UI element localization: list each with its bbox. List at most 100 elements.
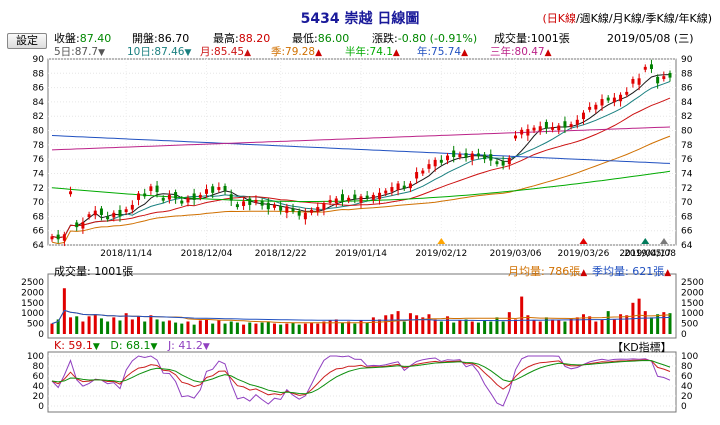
candle-body (81, 222, 85, 229)
volume-bar (483, 320, 487, 334)
volume-bar (353, 323, 357, 334)
volume-bar (229, 321, 233, 334)
volume-bar (446, 316, 450, 334)
volume-tick-left: 500 (27, 320, 44, 330)
kd-tick-right: 60 (681, 372, 693, 382)
settings-button[interactable]: 設定 (7, 33, 47, 49)
event-marker-icon (641, 238, 650, 244)
candle-body (507, 157, 511, 165)
change-value: -0.80 (-0.91%) (397, 32, 478, 45)
price-tick-left: 72 (33, 184, 44, 194)
volume-bar (328, 320, 332, 334)
candle-body (408, 183, 412, 189)
candle-body (248, 198, 252, 205)
price-tick-right: 66 (681, 227, 693, 237)
low-row: 最低:86.00 (292, 30, 349, 46)
kd-tick-left: 60 (33, 372, 45, 382)
ma20-row: 月:85.45▲ (200, 44, 251, 59)
candle-body (322, 203, 326, 210)
volume-bar (378, 319, 382, 334)
price-tick-left: 74 (33, 169, 45, 179)
low-label: 最低: (292, 32, 318, 45)
candle-body (167, 194, 171, 200)
volume-bar (316, 323, 320, 334)
axes: 64 64 66 66 68 68 70 70 72 72 74 74 76 76 78 78 80 80 82 82… (21, 55, 704, 412)
price-tick-right: 82 (681, 112, 692, 122)
link-weekly[interactable]: 週K線 (579, 12, 609, 25)
event-marker-icon (579, 238, 588, 244)
volume-bar (297, 324, 301, 334)
volume-bar (588, 316, 592, 334)
volume-bar (507, 312, 511, 334)
x-tick-label: 2018/12/04 (181, 249, 233, 259)
d-line (51, 359, 671, 395)
candle-body (600, 99, 604, 106)
ma120-label: 半年:74.1 (345, 46, 393, 58)
kd-tick-left: 0 (38, 402, 44, 412)
candle-body (87, 214, 91, 218)
price-tick-right: 88 (681, 69, 693, 79)
kd-tick-left: 80 (33, 362, 45, 372)
candle-body (155, 185, 159, 193)
candle-body (433, 159, 437, 167)
candle-body (470, 153, 474, 160)
volume-bar (279, 324, 283, 334)
volume-bar (180, 323, 184, 334)
candle-body (217, 187, 221, 190)
volume-bar (551, 319, 555, 334)
down-arrow-icon: ▼ (202, 342, 210, 352)
candle-body (378, 192, 382, 200)
volume-bar (310, 322, 314, 334)
price-tick-left: 90 (33, 55, 45, 65)
candle-body (328, 199, 332, 203)
ma20-label: 月:85.45 (200, 46, 245, 58)
candle-body (303, 212, 307, 220)
down-arrow-icon: ▼ (98, 48, 106, 58)
candle-body (254, 199, 258, 203)
volume-bar (489, 321, 493, 334)
link-year[interactable]: 年K線) (678, 12, 712, 25)
volume-bar (520, 296, 524, 334)
volume-bar (266, 321, 270, 334)
candle-body (161, 197, 165, 201)
volume-bar (291, 322, 295, 334)
candle-body (285, 206, 289, 213)
volume-bar (149, 315, 153, 334)
candle-body (569, 124, 573, 127)
volume-bar (106, 321, 110, 334)
candle-body (396, 183, 400, 190)
volume-bar (625, 315, 629, 334)
up-arrow-icon: ▲ (580, 268, 588, 278)
volume-bar (594, 321, 598, 334)
volume-bar (458, 320, 462, 334)
volume-bar (532, 320, 536, 334)
ma720-label: 三年:80.47 (490, 46, 545, 58)
up-arrow-icon: ▲ (244, 48, 252, 58)
candle-body (99, 208, 103, 215)
candle-body (186, 197, 190, 203)
volume-tick-left: 0 (38, 330, 44, 340)
candle-body (69, 191, 73, 195)
link-monthly[interactable]: 月K線 (612, 12, 642, 25)
candle-body (575, 119, 579, 125)
volume-bar (124, 313, 128, 334)
volume-bar (167, 320, 171, 334)
candle-body (476, 153, 480, 157)
volume-bar (408, 313, 412, 334)
candle-body (174, 192, 178, 199)
candle-body (353, 194, 357, 200)
volume-bar (656, 314, 660, 334)
x-tick-label: 2018/12/22 (255, 249, 307, 259)
candle-body (662, 76, 666, 80)
volume-bar (452, 322, 456, 334)
candle-body (612, 97, 616, 103)
quote-row: 收盤:87.40 (54, 30, 111, 46)
price-tick-left: 84 (33, 98, 45, 108)
candle-body (520, 129, 524, 135)
price-tick-right: 80 (681, 127, 693, 137)
panel-frame (47, 273, 677, 339)
link-season[interactable]: 季K線 (645, 12, 675, 25)
up-arrow-icon: ▲ (461, 48, 469, 58)
link-daily[interactable]: (日K線 (542, 12, 576, 25)
candle-body (606, 97, 610, 101)
